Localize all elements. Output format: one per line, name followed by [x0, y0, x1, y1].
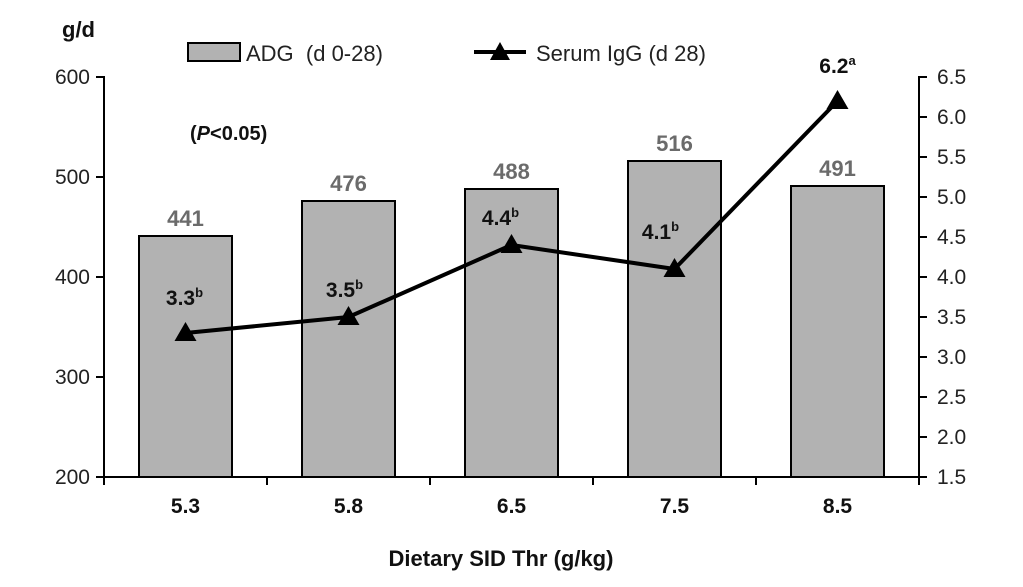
bar-series: 441 476 488 516 491: [138, 131, 885, 478]
line-series: 3.3b 3.5b4.4b4.1b6.2a: [166, 53, 856, 341]
x-tick-label: 8.5: [823, 495, 853, 518]
bar-value-label: 476: [330, 171, 367, 196]
bar: [301, 200, 396, 478]
bar-value-label: 441: [167, 206, 204, 231]
y-right-tick-label: 4.5: [937, 226, 966, 249]
y-left-unit-label: g/d: [62, 17, 95, 42]
y-right-tick-label: 5.5: [937, 146, 966, 169]
bar-value-label: 491: [819, 156, 856, 181]
legend-bar-label: ADG (d 0-28): [246, 41, 383, 66]
bar-value-label: 516: [656, 131, 693, 156]
point-value: 4.4: [482, 207, 512, 230]
point-marker: [500, 234, 523, 253]
y-right-tick-label: 1.5: [937, 466, 966, 489]
legend-triangle-icon: [490, 42, 510, 60]
point-marker: [826, 90, 849, 109]
point-value-label: 6.2a: [819, 53, 856, 78]
bar: [627, 160, 722, 478]
annotation-italic: P: [197, 123, 211, 145]
x-tick-label: 5.3: [171, 495, 200, 518]
legend-line-label: Serum IgG (d 28): [536, 41, 706, 66]
y-right-tick-label: 4.0: [937, 266, 966, 289]
legend-bar-swatch: [187, 42, 241, 62]
bar: [464, 188, 559, 478]
point-value: 3.3: [166, 287, 195, 310]
point-superscript: b: [671, 219, 679, 234]
point-superscript: b: [195, 285, 203, 300]
point-value: 6.2: [819, 55, 848, 78]
y-left-tick-label: 500: [55, 166, 90, 189]
y-right-tick-label: 6.0: [937, 106, 966, 129]
x-tick-label: 5.8: [334, 495, 364, 518]
legend: ADG (d 0-28) Serum IgG (d 28): [187, 41, 706, 66]
point-value-label: 3.5b: [326, 277, 363, 302]
annotation-suffix: <0.05): [210, 123, 267, 145]
y-right-tick-label: 2.5: [937, 386, 966, 409]
point-superscript: b: [355, 277, 363, 292]
y-left-tick-label: 300: [55, 366, 90, 389]
point-value-label: 4.4b: [482, 205, 519, 230]
significance-annotation: (P<0.05): [190, 123, 267, 145]
x-tick-label: 6.5: [497, 495, 527, 518]
y-right-tick-label: 2.0: [937, 426, 966, 449]
annotation-prefix: (: [190, 123, 197, 145]
bar: [790, 185, 885, 478]
point-marker: [174, 322, 197, 341]
y-right-tick-label: 6.5: [937, 66, 966, 89]
y-left-tick-label: 600: [55, 66, 90, 89]
point-value-label: 4.1b: [642, 219, 679, 244]
point-superscript: a: [848, 53, 856, 68]
point-value: 4.1: [642, 221, 672, 244]
x-tick-label: 7.5: [660, 495, 690, 518]
y-right-tick-label: 3.5: [937, 306, 966, 329]
point-marker: [337, 306, 360, 325]
point-value: 3.5: [326, 279, 356, 302]
y-right-tick-label: 3.0: [937, 346, 966, 369]
ticks: 600 500 400 300 200 6.5 6.0 5.5 5.0 4.5 4.0 3.5 3.0 2…: [55, 66, 966, 518]
y-left-tick-label: 400: [55, 266, 90, 289]
point-marker: [663, 258, 686, 277]
y-left-tick-label: 200: [55, 466, 90, 489]
y-right-tick-label: 5.0: [937, 186, 966, 209]
point-superscript: b: [511, 205, 519, 220]
point-value-label: 3.3b: [166, 285, 203, 310]
bar: [138, 235, 233, 478]
x-axis-title: Dietary SID Thr (g/kg): [389, 546, 614, 571]
bar-value-label: 488: [493, 159, 530, 184]
